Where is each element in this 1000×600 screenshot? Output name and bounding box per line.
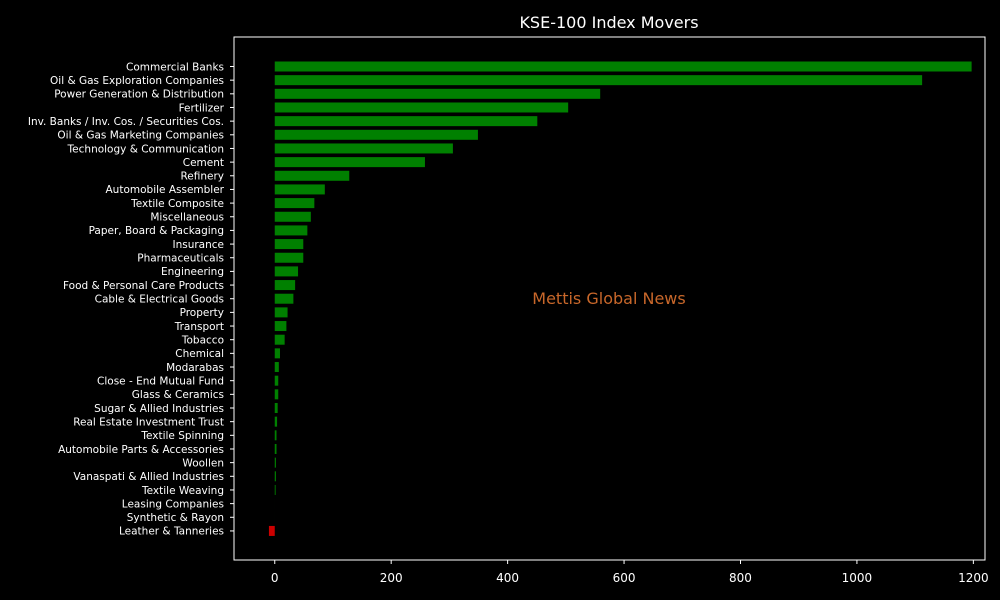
bar-11 [274,211,311,222]
category-label-12: Paper, Board & Packaging [89,225,224,237]
x-tick-label-0: 0 [271,571,279,585]
category-label-8: Refinery [180,171,224,183]
bar-2 [274,88,601,99]
bar-0 [274,61,972,72]
bar-13 [274,239,304,250]
category-label-7: Cement [183,157,224,169]
category-label-27: Textile Spinning [140,430,224,442]
category-label-20: Tobacco [181,335,224,347]
bar-34 [268,525,275,536]
bar-26 [274,416,278,427]
category-label-3: Fertilizer [179,102,225,114]
bar-25 [274,403,278,413]
category-label-14: Pharmaceuticals [137,253,224,265]
category-label-21: Chemical [175,348,224,360]
category-label-33: Synthetic & Rayon [127,512,224,524]
bar-7 [274,157,425,168]
x-tick-label-2: 400 [496,571,519,585]
category-label-0: Commercial Banks [126,61,224,73]
bar-15 [274,266,299,277]
category-label-29: Woollen [182,457,224,469]
bar-28 [274,443,277,454]
category-label-1: Oil & Gas Exploration Companies [50,75,224,87]
category-label-34: Leather & Tanneries [119,526,224,538]
bar-5 [274,129,478,140]
category-label-2: Power Generation & Distribution [54,89,224,101]
x-axis: 0 200 400 600 800 1000 1200 [271,560,989,585]
bar-21 [274,348,280,359]
category-label-18: Property [180,307,224,319]
bar-29 [274,457,276,468]
category-label-19: Transport [174,321,224,333]
category-label-11: Miscellaneous [150,212,224,224]
bar-24 [274,389,279,400]
category-label-23: Close - End Mutual Fund [97,375,224,387]
x-tick-label-1: 200 [380,571,403,585]
bar-17 [274,293,294,304]
category-label-6: Technology & Communication [67,143,224,155]
category-label-30: Vanaspati & Allied Industries [73,471,224,483]
category-label-17: Cable & Electrical Goods [95,294,224,306]
category-label-32: Leasing Companies [122,498,224,510]
bar-6 [274,143,453,154]
bar-22 [274,362,279,373]
category-label-10: Textile Composite [130,198,224,210]
category-label-5: Oil & Gas Marketing Companies [57,130,224,142]
watermark-text: Mettis Global News [532,289,685,308]
bar-20 [274,334,285,345]
bar-16 [274,280,296,291]
bar-27 [274,430,277,441]
chart-title: KSE-100 Index Movers [519,13,698,32]
x-tick-label-6: 1200 [958,571,989,585]
bars-layer [268,61,972,536]
bar-23 [274,375,279,386]
category-label-9: Automobile Assembler [106,184,225,196]
x-tick-label-4: 800 [729,571,752,585]
bar-12 [274,225,308,236]
bar-19 [274,321,287,332]
bar-10 [274,198,315,209]
category-label-26: Real Estate Investment Trust [73,416,224,428]
bar-30 [274,471,276,482]
category-label-28: Automobile Parts & Accessories [58,444,224,456]
bar-18 [274,307,288,318]
x-tick-label-3: 600 [613,571,636,585]
category-label-24: Glass & Ceramics [132,389,224,401]
bar-9 [274,184,325,195]
bar-31 [274,484,276,495]
bar-1 [274,75,923,86]
category-label-13: Insurance [172,239,224,251]
category-label-16: Food & Personal Care Products [63,280,224,292]
category-labels: Commercial Banks Oil & Gas Exploration Co… [28,61,234,538]
bar-14 [274,252,304,263]
category-label-31: Textile Weaving [141,485,224,497]
category-label-15: Engineering [161,266,224,278]
x-tick-label-5: 1000 [842,571,873,585]
category-label-25: Sugar & Allied Industries [94,403,224,415]
bar-8 [274,170,350,181]
bar-4 [274,116,538,127]
bar-3 [274,102,569,113]
category-label-4: Inv. Banks / Inv. Cos. / Securities Cos. [28,116,224,128]
category-label-22: Modarabas [166,362,224,374]
